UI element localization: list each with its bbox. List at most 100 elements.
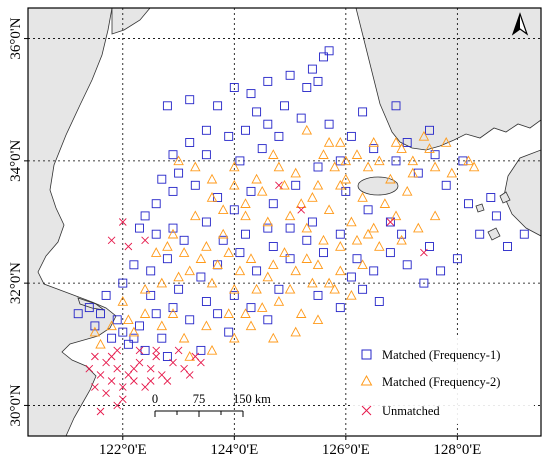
point-matched-frequency-2: [318, 149, 329, 159]
point-matched-frequency-1: [263, 315, 273, 325]
point-matched-frequency-2: [106, 320, 117, 331]
point-matched-frequency-1: [101, 290, 111, 300]
point-matched-frequency-1: [352, 254, 362, 264]
point-matched-frequency-2: [357, 259, 368, 270]
point-matched-frequency-2: [295, 198, 307, 208]
point-matched-frequency-2: [290, 326, 301, 337]
point-matched-frequency-1: [224, 327, 234, 337]
point-matched-frequency-2: [335, 137, 346, 147]
point-matched-frequency-1: [413, 168, 423, 178]
x-tick-label: 126°0'E: [322, 442, 370, 458]
point-matched-frequency-1: [268, 199, 278, 209]
point-matched-frequency-1: [430, 150, 440, 160]
point-matched-frequency-1: [135, 223, 144, 233]
point-matched-frequency-2: [295, 308, 307, 318]
point-matched-frequency-2: [229, 332, 240, 343]
point-matched-frequency-1: [346, 131, 356, 141]
point-matched-frequency-2: [251, 173, 262, 184]
point-matched-frequency-2: [262, 216, 274, 227]
point-matched-frequency-1: [358, 284, 368, 294]
point-matched-frequency-2: [240, 198, 251, 208]
point-matched-frequency-1: [235, 248, 245, 258]
point-matched-frequency-2: [340, 173, 352, 184]
point-unmatched: [91, 352, 99, 361]
point-matched-frequency-1: [313, 290, 323, 300]
point-matched-frequency-1: [263, 76, 273, 86]
graticule: [28, 8, 541, 436]
point-matched-frequency-1: [291, 180, 301, 190]
point-matched-frequency-1: [229, 290, 239, 300]
point-matched-frequency-1: [441, 180, 451, 190]
point-matched-frequency-2: [139, 308, 151, 318]
point-matched-frequency-1: [503, 242, 512, 251]
x-tick-label: 122°0'E: [99, 442, 147, 458]
point-matched-frequency-1: [252, 266, 262, 276]
point-matched-frequency-2: [95, 338, 106, 349]
point-matched-frequency-2: [323, 277, 335, 288]
point-matched-frequency-2: [335, 265, 346, 276]
point-matched-frequency-1: [402, 138, 412, 147]
point-matched-frequency-1: [296, 113, 306, 123]
point-matched-frequency-1: [151, 309, 161, 319]
point-unmatched: [152, 346, 161, 355]
point-matched-frequency-1: [168, 223, 178, 233]
point-unmatched: [386, 218, 395, 226]
point-matched-frequency-2: [357, 192, 368, 202]
point-matched-frequency-2: [162, 241, 173, 251]
point-matched-frequency-2: [201, 241, 212, 251]
point-unmatched: [113, 364, 122, 373]
point-matched-frequency-2: [440, 137, 452, 147]
point-matched-frequency-1: [229, 83, 239, 92]
point-matched-frequency-2: [429, 161, 441, 172]
scale-label-150: 150 km: [233, 392, 271, 406]
point-matched-frequency-1: [319, 52, 328, 62]
point-matched-frequency-2: [385, 173, 396, 184]
point-matched-frequency-2: [223, 308, 234, 318]
point-matched-frequency-1: [425, 242, 434, 251]
point-matched-frequency-2: [240, 210, 251, 221]
point-matched-frequency-1: [107, 333, 117, 343]
point-matched-frequency-1: [123, 339, 133, 349]
point-matched-frequency-2: [217, 228, 229, 239]
point-matched-frequency-1: [157, 174, 167, 184]
point-unmatched: [185, 371, 194, 379]
point-matched-frequency-2: [156, 277, 168, 288]
point-unmatched: [113, 346, 122, 355]
legend-triangle-marker: [360, 374, 373, 386]
point-matched-frequency-2: [201, 320, 212, 331]
point-matched-frequency-2: [234, 265, 246, 276]
point-matched-frequency-2: [301, 253, 313, 263]
point-matched-frequency-2: [335, 241, 346, 251]
point-unmatched: [118, 383, 127, 391]
point-matched-frequency-1: [151, 199, 161, 209]
point-matched-frequency-2: [323, 137, 335, 147]
y-tick-label: 34°0'N: [8, 140, 24, 182]
point-matched-frequency-1: [84, 303, 94, 313]
point-matched-frequency-1: [313, 76, 323, 86]
point-matched-frequency-2: [190, 210, 201, 221]
point-matched-frequency-1: [346, 272, 356, 282]
point-matched-frequency-2: [413, 222, 424, 233]
point-matched-frequency-2: [307, 192, 318, 202]
point-matched-frequency-1: [335, 229, 345, 239]
land-small-islands: [475, 191, 511, 241]
scale-label-75: 75: [193, 392, 206, 406]
point-matched-frequency-1: [118, 327, 128, 337]
point-matched-frequency-1: [174, 284, 184, 294]
point-matched-frequency-2: [429, 210, 441, 221]
point-matched-frequency-2: [229, 161, 240, 172]
legend-item-unmatched: Unmatched: [361, 404, 440, 418]
point-matched-frequency-2: [346, 289, 357, 300]
point-matched-frequency-1: [112, 315, 122, 325]
scale-bar: 0 75 150 km: [152, 392, 271, 417]
point-matched-frequency-1: [213, 101, 223, 111]
point-unmatched: [141, 236, 149, 245]
point-unmatched: [102, 389, 110, 398]
point-matched-frequency-2: [374, 155, 385, 166]
point-matched-frequency-1: [162, 101, 172, 111]
point-unmatched: [146, 364, 155, 373]
point-matched-frequency-1: [274, 284, 284, 294]
legend-item-matched2: Matched (Frequency-2): [360, 374, 500, 389]
point-matched-frequency-2: [139, 283, 151, 294]
